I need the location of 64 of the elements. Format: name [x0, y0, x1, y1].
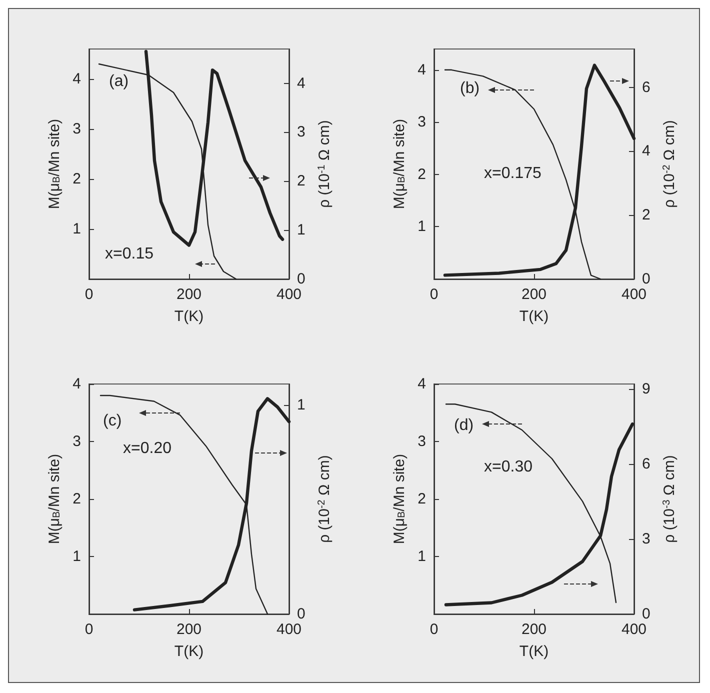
y2-tick-label: 4 — [297, 74, 306, 92]
y2-tick-label: 0 — [642, 606, 650, 622]
x-axis-title: T(K) — [519, 643, 549, 660]
x-tick-label: 200 — [176, 286, 202, 303]
x-axis-title: T(K) — [174, 308, 204, 325]
y-tick-label: 1 — [418, 218, 426, 236]
y-tick-label: 1 — [418, 548, 426, 565]
y-tick-label: 4 — [72, 376, 81, 392]
annotation: (d) — [454, 417, 474, 434]
x-tick-label: 200 — [521, 286, 547, 303]
y2-tick-label: 1 — [297, 396, 306, 414]
annotation: (c) — [103, 412, 122, 430]
y2-axis-title: ρ (10-2 Ω cm) — [661, 120, 678, 208]
y2-tick-label: 6 — [642, 78, 650, 96]
y-tick-label: 2 — [72, 170, 81, 188]
y-tick-label: 3 — [72, 120, 81, 138]
y2-axis-title: ρ (10-3 Ω cm) — [661, 455, 678, 543]
line-series — [443, 64, 636, 277]
y2-tick-label: 3 — [297, 124, 306, 141]
annotation: x=0.175 — [484, 165, 542, 182]
y2-tick-label: 3 — [642, 530, 650, 548]
x-tick-label: 400 — [621, 286, 647, 303]
x-tick-label: 200 — [176, 621, 202, 638]
y2-tick-label: 6 — [642, 456, 650, 472]
annotation: x=0.20 — [123, 440, 172, 458]
annotation: x=0.30 — [484, 458, 533, 476]
y2-tick-label: 1 — [297, 222, 306, 239]
x-tick-label: 0 — [84, 286, 94, 303]
x-axis-title: T(K) — [519, 308, 549, 325]
y2-tick-label: 0 — [297, 606, 306, 622]
y-tick-label: 2 — [418, 490, 426, 508]
y-tick-label: 1 — [72, 548, 81, 565]
y-tick-label: 3 — [418, 114, 426, 131]
x-tick-label: 400 — [276, 286, 302, 303]
y-tick-label: 4 — [418, 376, 426, 392]
x-tick-label: 400 — [621, 621, 647, 638]
y-axis-title: M(μB/Mn site) — [46, 118, 63, 210]
y2-tick-label: 0 — [642, 270, 650, 288]
x-axis-title: T(K) — [174, 643, 204, 660]
y-tick-label: 2 — [418, 166, 426, 183]
x-tick-label: 0 — [430, 621, 438, 638]
y2-tick-label: 0 — [297, 270, 306, 288]
y-tick-label: 4 — [418, 61, 426, 78]
y-tick-label: 3 — [418, 433, 426, 450]
x-tick-label: 400 — [276, 621, 302, 638]
y2-axis-title: ρ (10-1 Ω cm) — [316, 120, 333, 208]
y-axis-title: M(μB/Mn site) — [390, 454, 408, 544]
annotation: (b) — [460, 80, 480, 97]
y2-tick-label: 9 — [642, 380, 650, 398]
y2-axis-title: ρ (10-2 Ω cm) — [316, 455, 333, 543]
y-tick-label: 2 — [72, 490, 81, 508]
y2-tick-label: 4 — [642, 142, 650, 160]
y-axis-title: M(μB/Mn site) — [390, 118, 408, 210]
y2-tick-label: 2 — [297, 172, 306, 190]
x-tick-label: 200 — [521, 621, 547, 638]
y-tick-label: 3 — [72, 433, 81, 450]
x-tick-label: 0 — [430, 286, 438, 303]
y-axis-title: M(μB/Mn site) — [46, 454, 63, 544]
annotation: (a) — [109, 73, 129, 90]
y2-tick-label: 2 — [642, 206, 650, 224]
annotation: x=0.15 — [105, 246, 154, 262]
y-tick-label: 4 — [72, 70, 81, 88]
y-tick-label: 1 — [72, 220, 81, 238]
x-tick-label: 0 — [84, 621, 94, 638]
